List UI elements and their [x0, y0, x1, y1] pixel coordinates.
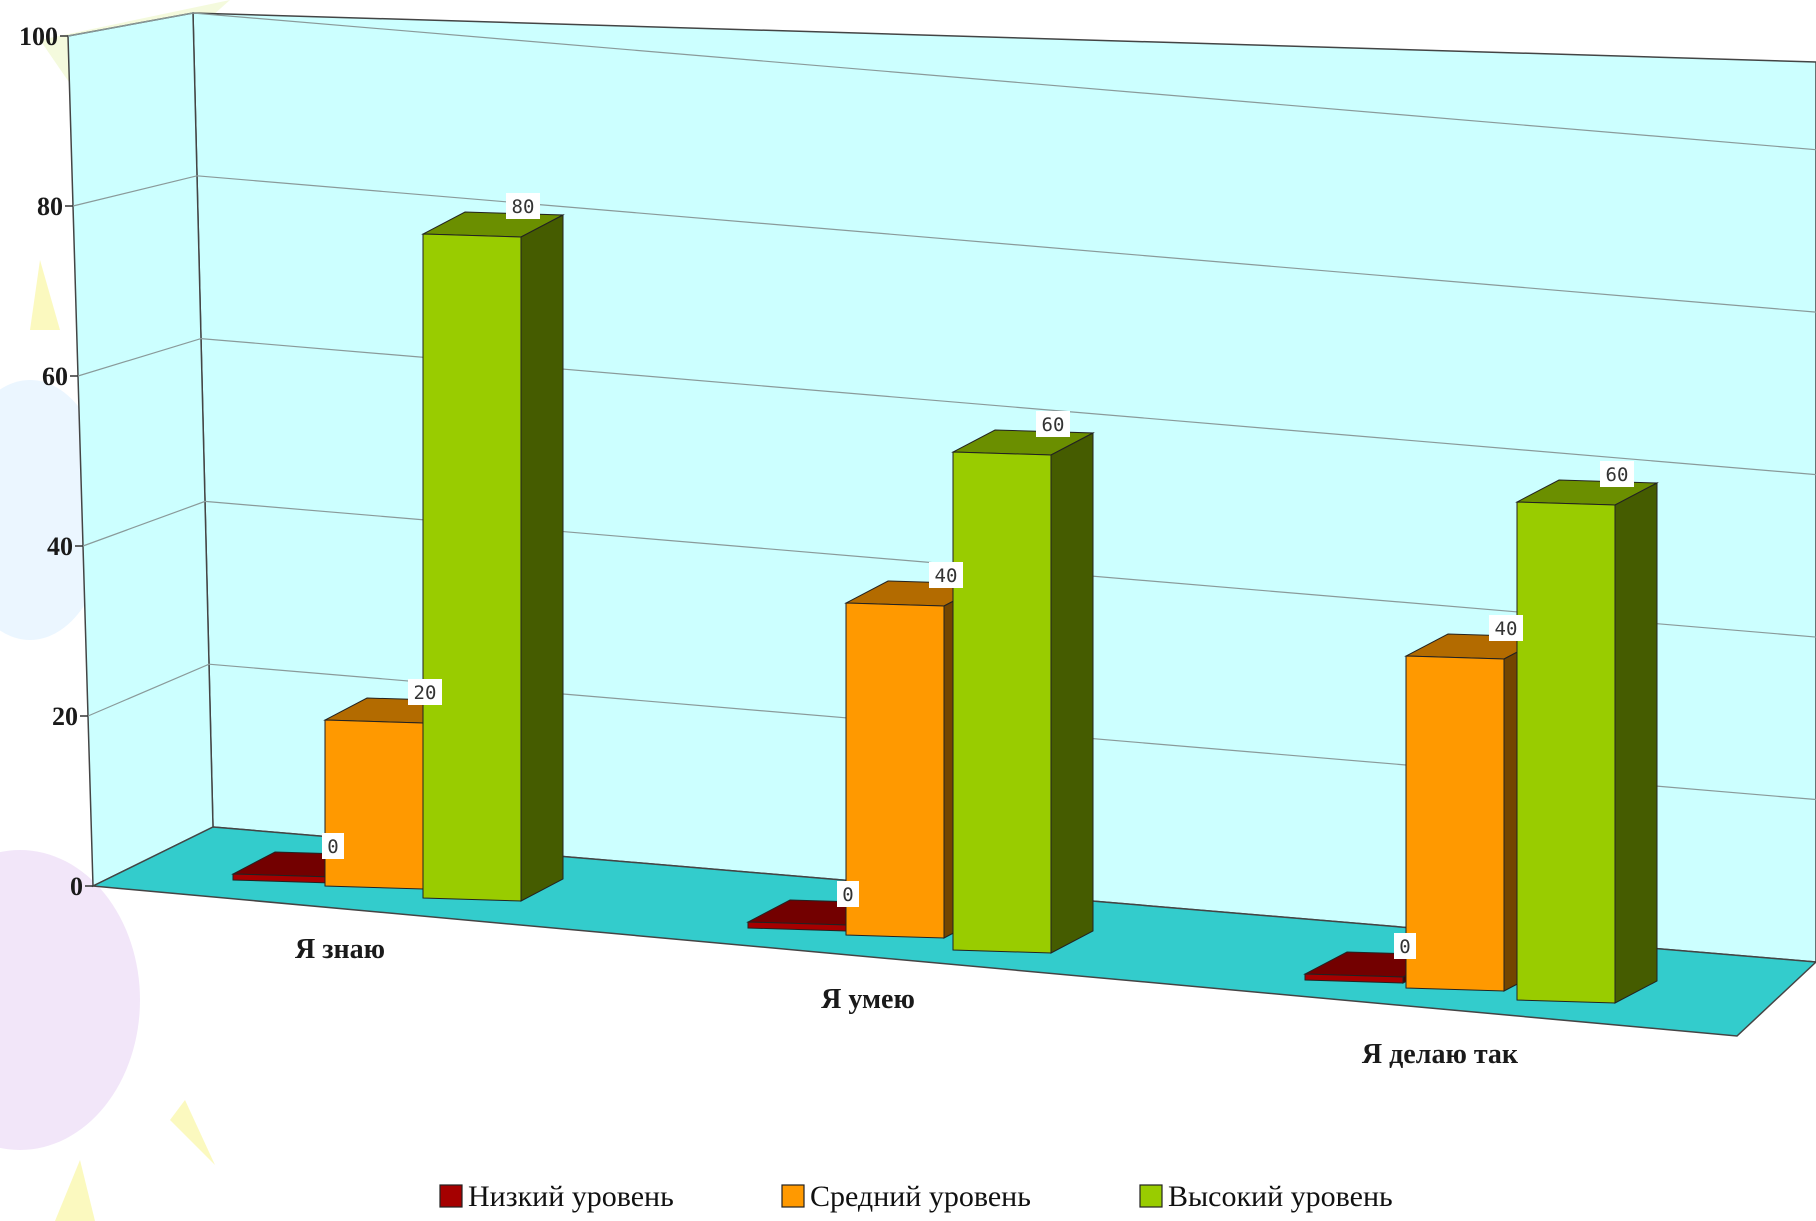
decor-ray	[55, 1160, 95, 1221]
data-label: 0	[1394, 933, 1416, 959]
bar-side	[1614, 482, 1658, 1004]
bars	[231, 211, 1659, 1004]
data-label: 40	[1489, 615, 1523, 641]
data-label-box	[1036, 411, 1070, 437]
bar-front	[845, 602, 945, 939]
gridlines	[67, 12, 1816, 801]
x-category-label: Я знаю	[295, 934, 385, 965]
data-label-box	[837, 881, 859, 907]
legend: Низкий уровень Средний уровень Высокий уро…	[439, 1180, 1393, 1213]
x-category-label: Я умею	[821, 984, 915, 1015]
data-label: 0	[322, 833, 344, 859]
data-label-text: 0	[842, 884, 853, 906]
data-label: 40	[929, 562, 963, 588]
legend-item: Высокий уровень	[1139, 1180, 1393, 1213]
gridline	[67, 12, 1816, 151]
bar-front	[952, 451, 1052, 954]
gridline	[72, 175, 1816, 313]
y-tick-label: 40	[47, 532, 73, 561]
data-label-box	[408, 679, 442, 705]
y-tick-label: 60	[42, 362, 68, 391]
data-label-text: 0	[327, 836, 338, 858]
data-label-box	[1394, 933, 1416, 959]
data-label-text: 60	[1042, 414, 1065, 436]
legend-item: Средний уровень	[781, 1180, 1031, 1213]
y-axis-ticks: 0 20 40 60 80 100	[19, 22, 93, 901]
bar-0-2	[421, 211, 565, 902]
bar-side	[520, 214, 564, 902]
data-label-box	[506, 193, 540, 219]
data-label-text: 60	[1606, 464, 1629, 486]
legend-swatch	[781, 1184, 805, 1208]
data-label-text: 20	[414, 682, 437, 704]
gridline	[87, 663, 1816, 801]
legend-item: Низкий уровень	[439, 1180, 674, 1213]
gridline	[77, 337, 1816, 476]
bar-front	[1304, 973, 1404, 984]
y-tick-label: 20	[52, 702, 78, 731]
bar-front	[324, 719, 424, 890]
data-label-box	[929, 562, 963, 588]
legend-label: Средний уровень	[810, 1180, 1031, 1213]
data-label: 80	[506, 193, 540, 219]
data-label-box	[322, 833, 344, 859]
data-label-text: 40	[935, 565, 958, 587]
bar-front	[1516, 501, 1616, 1004]
data-label-text: 80	[512, 196, 535, 218]
bar-front	[1405, 655, 1505, 992]
bar-front	[422, 233, 522, 902]
decor-ray	[170, 1100, 215, 1165]
legend-label: Высокий уровень	[1168, 1180, 1393, 1213]
data-label-box	[1600, 461, 1634, 487]
data-label-text: 40	[1495, 618, 1518, 640]
gridline	[82, 500, 1816, 638]
data-label-text: 0	[1399, 936, 1410, 958]
decor-ray	[30, 260, 60, 330]
bar-side	[1050, 432, 1094, 954]
legend-label: Низкий уровень	[468, 1180, 674, 1213]
data-label: 60	[1600, 461, 1634, 487]
data-labels: 0 20 80 0 40 60 0 40 60	[322, 193, 1634, 959]
x-axis-categories: Я знаю Я умею Я делаю так	[295, 934, 1519, 1070]
y-tick-label: 100	[19, 22, 58, 51]
legend-swatch	[1139, 1184, 1163, 1208]
x-category-label: Я делаю так	[1362, 1039, 1519, 1070]
decor-bubble	[0, 850, 140, 1150]
side-wall	[67, 12, 214, 888]
data-label: 0	[837, 881, 859, 907]
y-tick-label: 0	[70, 872, 83, 901]
legend-swatch	[439, 1184, 463, 1208]
data-label: 20	[408, 679, 442, 705]
data-label-box	[1489, 615, 1523, 641]
y-tick-label: 80	[37, 192, 63, 221]
bar-2-2	[1515, 479, 1659, 1004]
bar-1-2	[951, 429, 1095, 954]
data-label: 60	[1036, 411, 1070, 437]
